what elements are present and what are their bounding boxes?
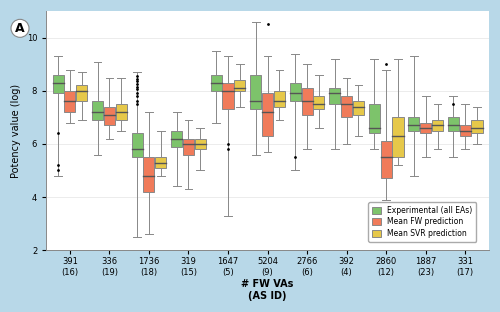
Bar [460, 125, 470, 136]
Legend: Experimental (all EAs), Mean FW prediction, Mean SVR prediction: Experimental (all EAs), Mean FW predicti… [368, 202, 476, 241]
Bar [432, 120, 443, 131]
Bar [76, 85, 88, 101]
Bar [250, 75, 261, 110]
Bar [132, 133, 142, 157]
Bar [314, 96, 324, 110]
Bar [183, 139, 194, 154]
Bar [420, 123, 431, 133]
Bar [353, 101, 364, 115]
Bar [144, 157, 154, 192]
X-axis label: # FW VAs
(AS ID): # FW VAs (AS ID) [242, 279, 294, 301]
Bar [156, 157, 166, 168]
Bar [329, 88, 340, 104]
Bar [341, 96, 352, 117]
Bar [408, 117, 420, 131]
Text: A: A [15, 22, 25, 35]
Bar [64, 91, 76, 112]
Bar [116, 104, 127, 120]
Bar [171, 131, 182, 147]
Bar [368, 104, 380, 133]
Bar [234, 80, 246, 91]
Bar [274, 91, 285, 107]
Bar [104, 107, 115, 125]
Bar [52, 75, 64, 94]
Bar [472, 120, 482, 133]
Bar [195, 139, 206, 149]
Bar [302, 88, 312, 115]
Bar [210, 75, 222, 91]
Bar [92, 101, 103, 120]
Y-axis label: Potency value (log): Potency value (log) [11, 84, 21, 178]
Bar [290, 83, 300, 101]
Bar [392, 117, 404, 157]
Bar [222, 83, 234, 110]
Bar [262, 94, 273, 136]
Bar [380, 141, 392, 178]
Bar [448, 117, 459, 131]
